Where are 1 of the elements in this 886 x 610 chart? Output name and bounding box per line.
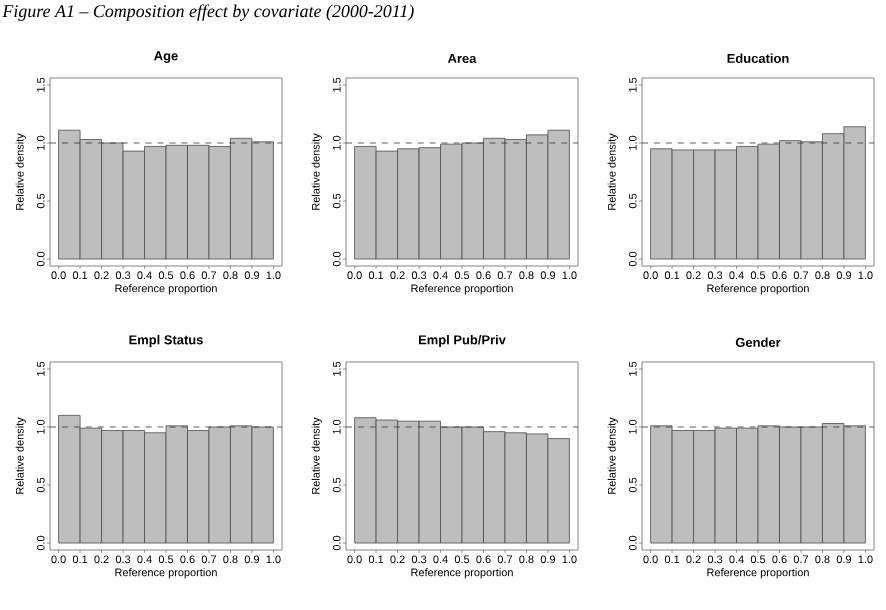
caption: Figure A1 – Composition effect by covariate (2000-2011) bbox=[2, 4, 414, 21]
